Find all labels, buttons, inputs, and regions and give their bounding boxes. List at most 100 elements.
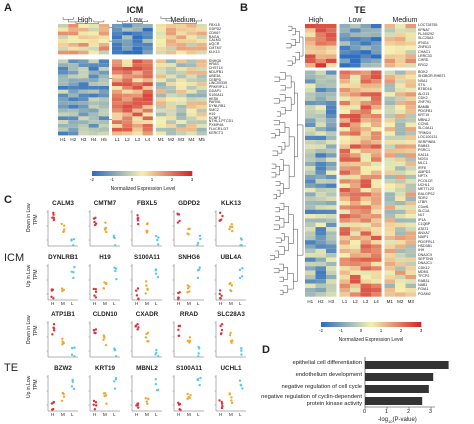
heatmap-cell: [326, 227, 337, 232]
heatmap-cell: [155, 63, 166, 67]
heatmap-cell: [305, 222, 316, 228]
data-point: [146, 288, 149, 291]
heatmap-cell: [186, 78, 197, 83]
heatmap-cell: [58, 82, 69, 86]
heatmap-cell: [339, 122, 350, 128]
heatmap-cell: [112, 131, 123, 136]
colorbar-swatch: [393, 322, 396, 327]
heatmap-cell: [112, 31, 123, 36]
heatmap-cell: [305, 148, 316, 154]
data-point: [177, 334, 180, 338]
heatmap-cell: [405, 70, 416, 75]
data-point: [176, 221, 180, 224]
gene-label: CDK2: [418, 96, 428, 100]
heatmap-cell: [186, 127, 197, 132]
colorbar-swatch: [134, 171, 137, 176]
heatmap-cell: [68, 35, 79, 40]
heatmap-cell: [371, 140, 382, 145]
mini-plot-axis: [173, 210, 204, 247]
heatmap-cell: [384, 96, 395, 101]
heatmap-cell: [350, 179, 361, 184]
heatmap-cell: [384, 37, 395, 42]
column-dendrogram-branch: [173, 20, 197, 24]
data-point: [145, 222, 149, 226]
heatmap-cell: [305, 54, 316, 59]
heatmap-cell: [166, 39, 177, 43]
column-dendrogram-branch: [93, 20, 105, 23]
heatmap-cell: [360, 279, 371, 284]
heatmap-cell: [315, 214, 326, 219]
heatmap-cell: [305, 196, 316, 201]
heatmap-cell: [326, 45, 337, 51]
column-label: L3: [363, 298, 369, 304]
heatmap-cell: [405, 105, 416, 110]
colorbar-swatch: [100, 171, 103, 176]
data-point: [71, 378, 74, 382]
heatmap-cell: [305, 209, 316, 215]
heatmap-cell: [196, 67, 207, 71]
data-point: [60, 399, 64, 402]
heatmap-cell: [339, 131, 350, 136]
heatmap-cell: [88, 35, 99, 40]
heatmap-cell: [350, 209, 361, 215]
data-point: [218, 211, 222, 214]
data-point: [135, 294, 139, 297]
mini-plot-xtick: M: [187, 301, 191, 306]
heatmap-cell: [315, 222, 326, 228]
colorbar-tick: 0: [130, 177, 134, 182]
heatmap-cell: [384, 131, 395, 136]
heatmap-cell: [350, 32, 361, 38]
heatmap-cell: [112, 127, 123, 132]
data-point: [239, 244, 242, 247]
heatmap-cell: [371, 205, 382, 210]
mini-plot-xtick: L: [113, 301, 116, 306]
heatmap-cell: [405, 288, 416, 293]
heatmap-cell: [384, 87, 395, 93]
heatmap-cell: [176, 43, 187, 47]
colorbar-swatch: [351, 322, 354, 327]
heatmap-cell: [339, 144, 350, 149]
heatmap-cell: [371, 50, 382, 55]
gene-label: IFNG4: [418, 40, 429, 45]
heatmap-cell: [176, 93, 187, 98]
heatmap-cell: [305, 244, 316, 249]
colorbar-swatch: [335, 322, 338, 327]
colorbar-swatch: [184, 171, 187, 176]
gene-label: KERCT3: [208, 130, 223, 135]
heatmap-cell: [112, 59, 123, 64]
colorbar-swatch: [178, 171, 181, 176]
heatmap-cell: [371, 240, 382, 245]
gene-label: ANXA7: [418, 230, 430, 235]
heatmap-cell: [360, 144, 371, 149]
heatmap-cell: [58, 24, 69, 28]
panel-c-row-te: TE: [4, 362, 19, 374]
heatmap-cell: [339, 240, 350, 245]
heatmap-cell: [112, 86, 123, 90]
data-point: [189, 393, 192, 397]
heatmap-cell: [326, 70, 337, 75]
heatmap-cell: [132, 120, 143, 124]
heatmap-cell: [58, 116, 69, 121]
heatmap-cell: [350, 244, 361, 249]
heatmap-cell: [371, 28, 382, 33]
data-point: [198, 266, 201, 269]
heatmap-cell: [78, 43, 89, 47]
heatmap-cell: [166, 74, 177, 79]
heatmap-cell: [112, 74, 123, 79]
heatmap-cell: [360, 201, 371, 206]
heatmap-cell: [68, 50, 79, 55]
heatmap-cell: [350, 74, 361, 80]
heatmap-cell: [166, 120, 177, 124]
heatmap-cell: [78, 31, 89, 36]
dendrogram-branch: [279, 289, 284, 295]
colorbar-swatch: [355, 322, 358, 327]
heatmap-cell: [58, 35, 69, 40]
column-dendrogram-branch: [165, 18, 182, 22]
heatmap-cell: [176, 112, 187, 117]
heatmap-cell: [142, 59, 153, 64]
heatmap-cell: [384, 279, 395, 284]
mini-plot-axis: [89, 210, 120, 247]
heatmap-cell: [371, 144, 382, 149]
heatmap-cell: [339, 24, 350, 29]
data-point: [196, 243, 199, 247]
